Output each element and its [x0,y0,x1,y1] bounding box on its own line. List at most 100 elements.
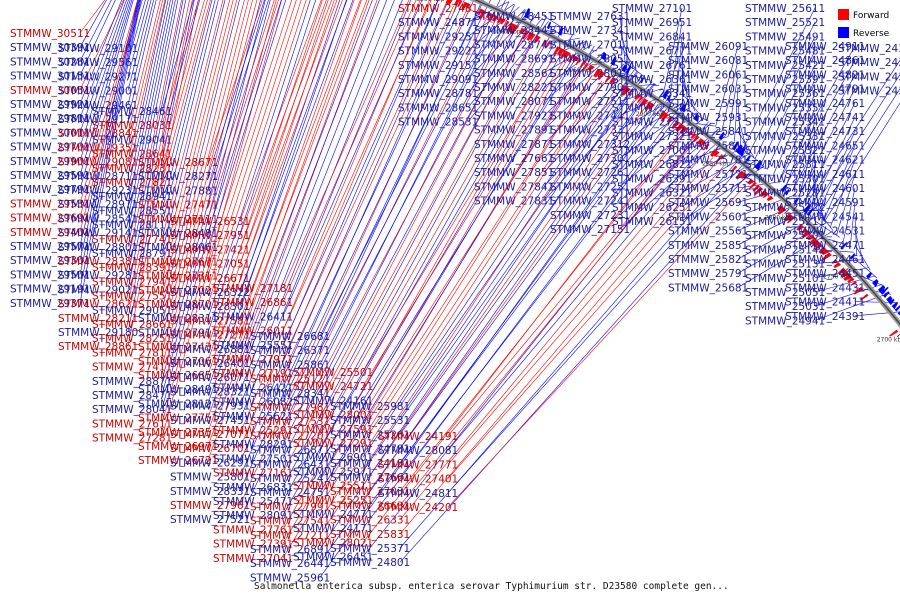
leader-line [127,0,174,219]
leader-line [161,0,238,296]
gene-label: STMMW_28051 [550,54,630,66]
gene-label: STMMW_28941 [92,191,172,203]
gene-label: STMMW_28271 [138,171,218,183]
leader-line [319,74,593,507]
leader-line [161,0,230,268]
leader-line [127,0,193,318]
tick-label: 2750 kbp [823,273,851,280]
forward-feature [499,18,506,25]
leader-line [663,7,683,90]
leader-line [207,0,323,347]
forward-feature [847,276,855,283]
gene-label: STMMW_25551 [213,340,293,352]
gene-label: STMMW_28041 [92,404,172,416]
leader-line [467,1,509,23]
leader-line [805,149,816,204]
feature-tracks [435,0,900,349]
gene-label: STMMW_24821 [785,69,865,81]
leader-line [161,0,200,140]
gene-label: STMMW_28641 [92,149,172,161]
leader-line [319,88,616,535]
reverse-feature [738,146,746,157]
gene-label: STMMW_25601 [668,211,748,223]
leader-line [467,3,515,37]
gene-label: STMMW_27851 [474,167,554,179]
gene-label: STMMW_28651 [398,102,478,114]
leader-line [748,22,816,154]
leader-line [127,0,152,91]
gene-label: STMMW_28471 [92,390,172,402]
gene-label: STMMW_27181 [213,283,293,295]
gene-label: STMMW_24611 [785,169,865,181]
forward-feature [831,259,838,264]
gene-label: STMMW_25821 [668,254,748,266]
gene-label: STMMW_29811 [10,113,90,125]
gene-label: STMMW_24171 [293,523,373,535]
forward-feature [821,249,830,256]
forward-feature [639,98,649,107]
leader-line [207,0,287,248]
leader-line [282,0,417,303]
gene-label: STMMW_26291 [170,457,250,469]
reverse-feature [557,27,564,36]
gene-label: STMMW_25561 [668,226,748,238]
gene-label: STMMW_26841 [612,31,692,43]
gene-label: STMMW_25971 [293,466,373,478]
gene-label: STMMW_25311 [745,159,825,171]
leader-line [282,5,454,374]
leader-line [79,0,133,176]
gene-label: STMMW_24761 [785,98,865,110]
leader-line [362,58,565,387]
forward-feature [608,77,616,85]
gene-label: STMMW_25221 [745,202,825,214]
forward-feature [762,192,770,199]
reverse-feature [680,104,687,113]
leader-line [849,202,856,249]
leader-line [543,63,625,145]
leader-line [282,67,580,558]
gene-label: STMMW_27401 [378,474,458,486]
gene-label: STMMW_28031 [92,120,172,132]
gene-label: STMMW_29301 [10,255,90,267]
leader-line [127,0,157,120]
leader-line [854,311,900,317]
gene-label: STMMW_28251 [92,333,172,345]
gene-label: STMMW_29091 [398,74,478,86]
leader-line [619,72,650,81]
forward-feature [754,186,764,195]
forward-feature [560,49,569,60]
leader-line [161,0,211,183]
gene-label: STMMW_28341 [250,388,330,400]
gene-label: STMMW_26901 [293,452,373,464]
reverse-feature [718,131,725,141]
gene-label: STMMW_25491 [745,31,825,43]
forward-feature [776,204,785,211]
leader-line [727,74,739,137]
gene-label: STMMW_27451 [170,415,250,427]
gene-label: STMMW_24731 [785,126,865,138]
leader-line [79,0,127,133]
leader-line [798,88,856,197]
gene-label: STMMW_26081 [668,55,748,67]
leader-line [742,7,816,149]
gene-label: STMMW_28711 [58,171,138,183]
gene-label: STMMW_25861 [250,359,330,371]
forward-feature [889,329,899,337]
leader-line [754,36,816,159]
gene-label: STMMW_27501 [213,453,293,465]
leader-line [791,74,856,192]
gene-label: STMMW_27671 [138,256,218,268]
gene-label: STMMW_25321 [745,145,825,157]
leader-line [785,60,856,186]
leader-line [619,112,697,173]
gene-label: STMMW_26891 [250,544,330,556]
leader-line [161,0,240,310]
gene-label: STMMW_26721 [138,455,218,467]
forward-feature [478,9,487,20]
leader-line [760,50,816,164]
gene-label: STMMW_28391 [92,262,172,274]
leader-line [79,0,123,105]
leader-line [161,0,216,211]
forward-feature [850,280,858,286]
leader-line [282,0,475,402]
